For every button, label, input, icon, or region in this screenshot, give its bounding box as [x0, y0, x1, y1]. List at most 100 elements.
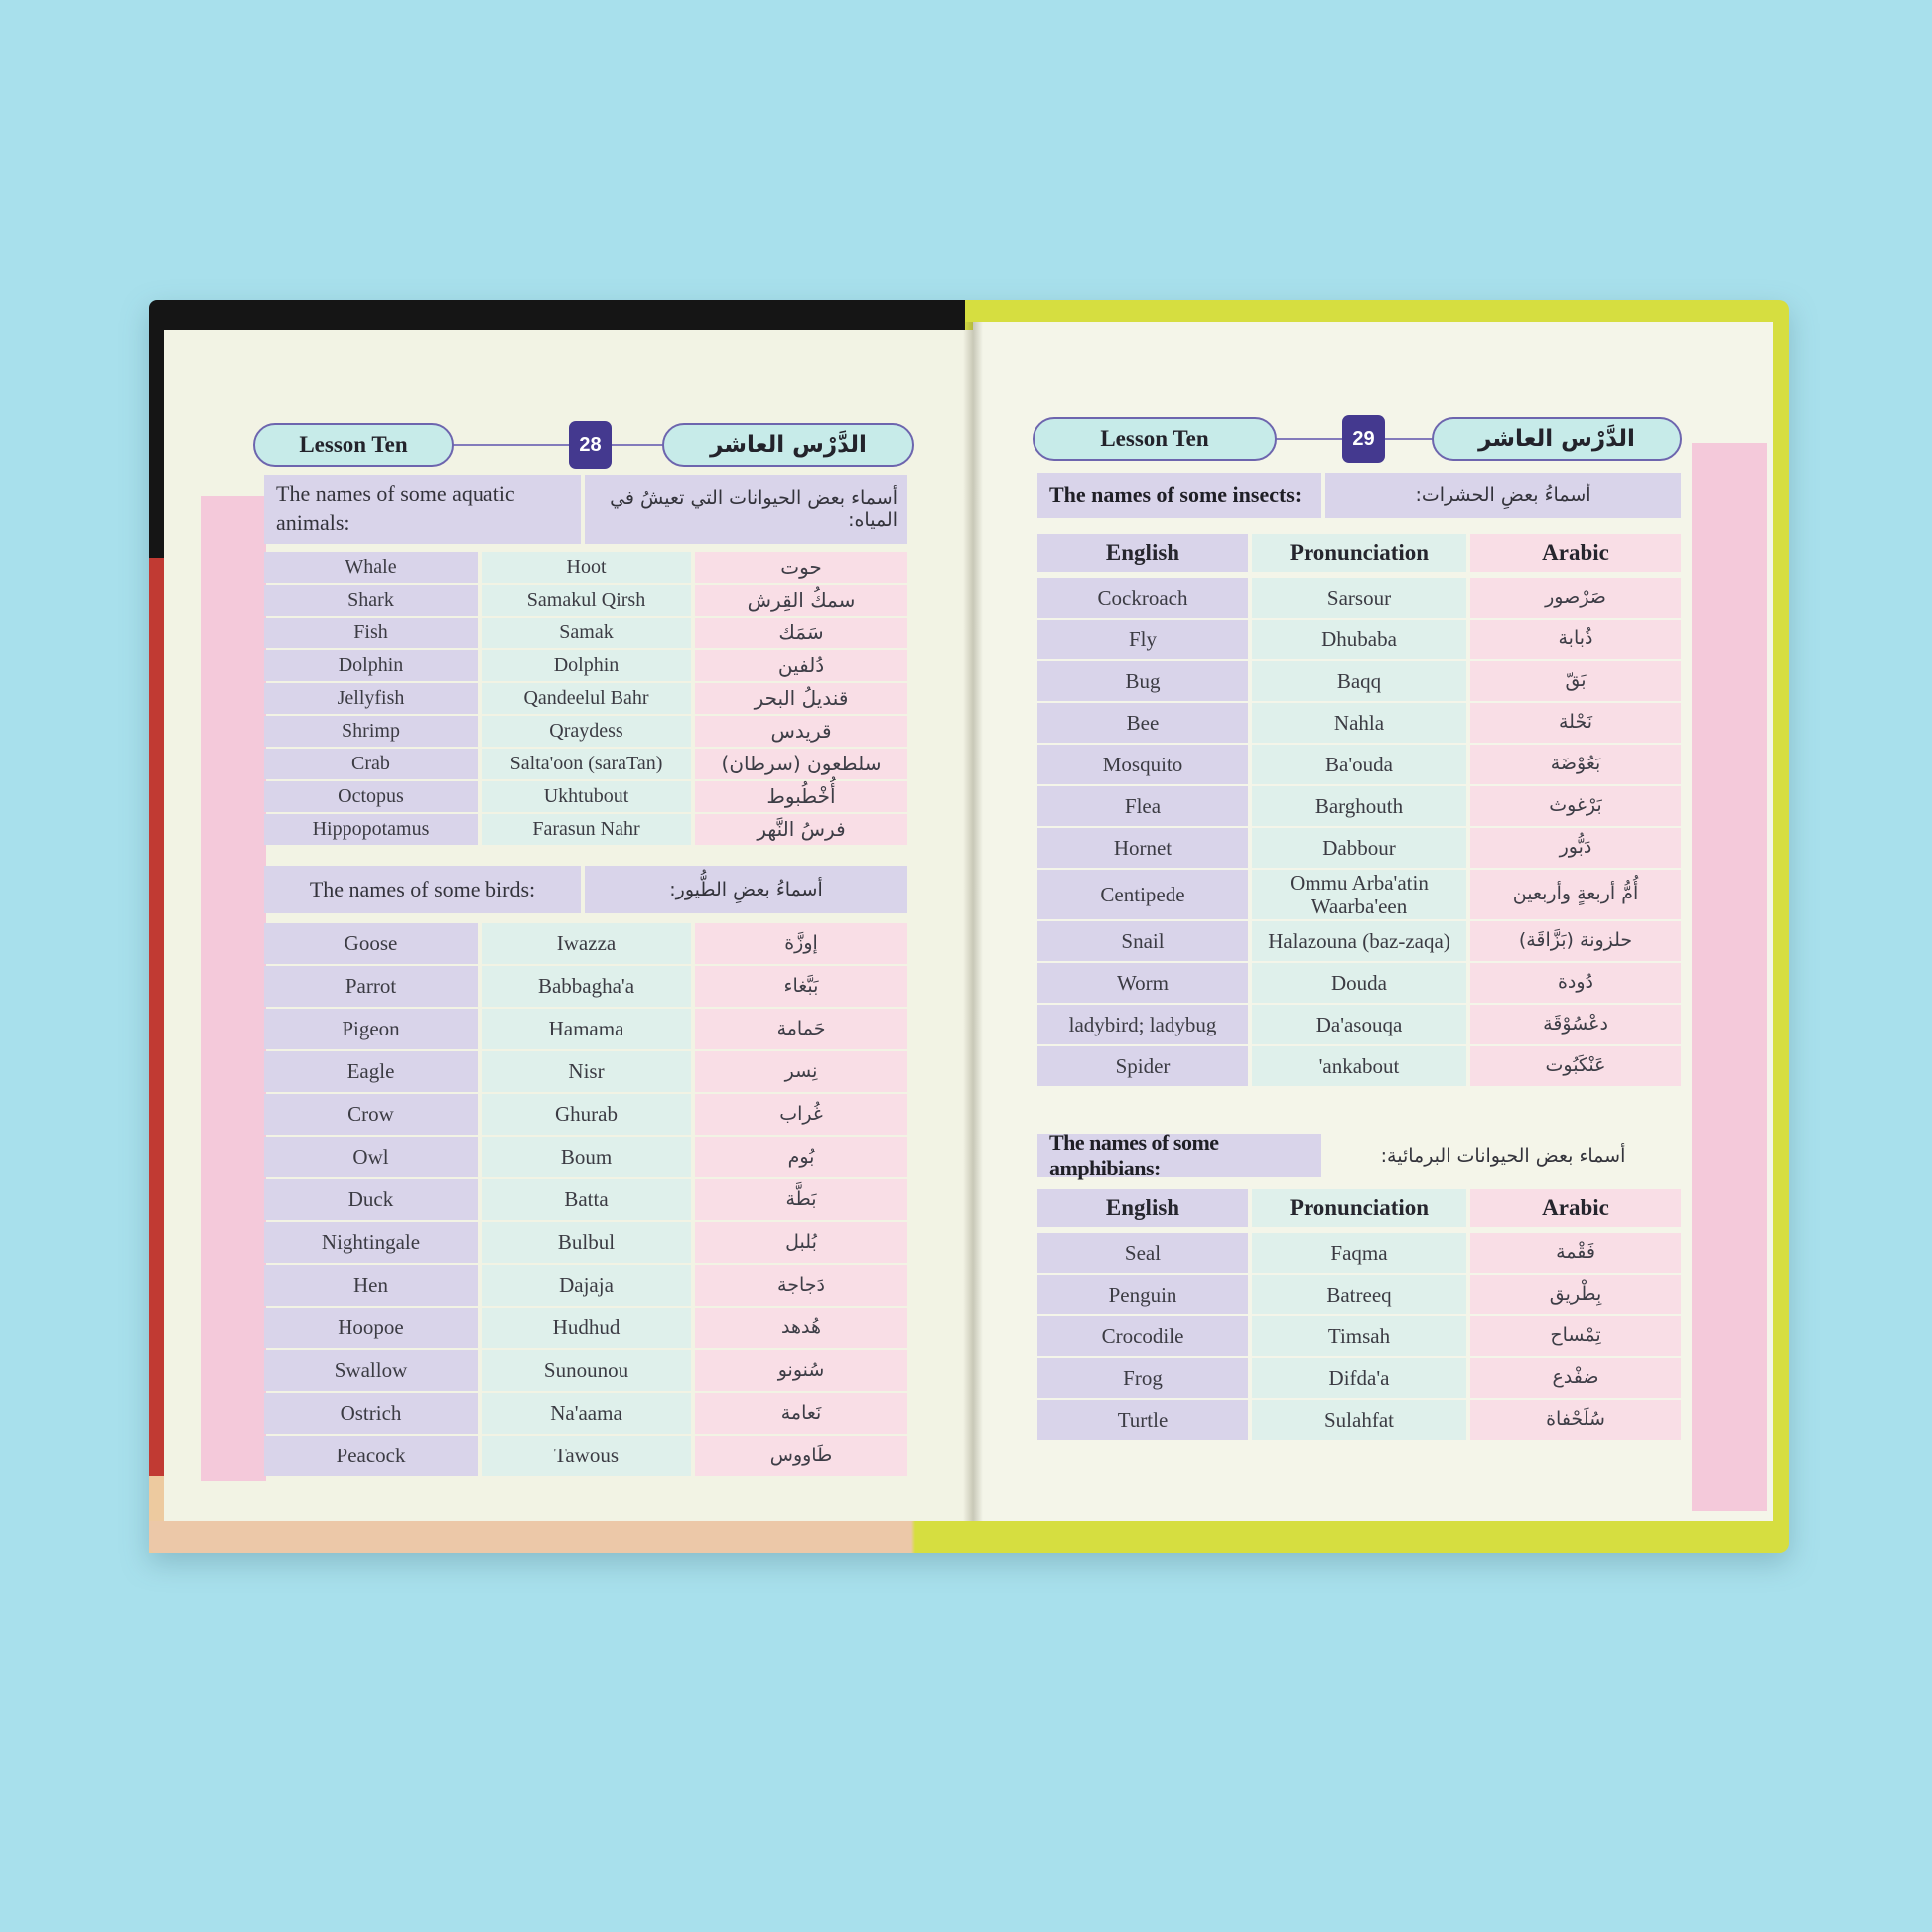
- book-cover-bottom-edge: [149, 1521, 1789, 1553]
- table-row: Flea Barghouth بَرْغوث: [1037, 786, 1681, 826]
- pronunciation-cell: Qraydess: [482, 716, 691, 747]
- table-row: Shark Samakul Qirsh سمكُ القِرش: [264, 585, 907, 616]
- pronunciation-cell: Faqma: [1252, 1233, 1466, 1273]
- english-cell: ladybird; ladybug: [1037, 1005, 1248, 1045]
- table-row: Pigeon Hamama حَمامة: [264, 1009, 907, 1049]
- left-margin-band: [201, 496, 266, 1481]
- arabic-cell: نَعامة: [695, 1393, 907, 1434]
- table-row: Parrot Babbagha'a بَبَّغاء: [264, 966, 907, 1007]
- english-cell: Worm: [1037, 963, 1248, 1004]
- table-row: Fly Dhubaba ذُبابة: [1037, 620, 1681, 659]
- table-row: Bug Baqq بَقّ: [1037, 661, 1681, 701]
- table-row: Hippopotamus Farasun Nahr فرسُ النَّهر: [264, 814, 907, 845]
- table-row: Cockroach Sarsour صَرْصور: [1037, 578, 1681, 618]
- english-cell: Shrimp: [264, 716, 478, 747]
- pronunciation-cell: Sarsour: [1252, 578, 1466, 618]
- arabic-cell: غُراب: [695, 1094, 907, 1135]
- arabic-cell: بَعُوْضَة: [1470, 745, 1681, 784]
- book-cover-red-edge: [149, 558, 164, 1476]
- section-title-ar: أسماءُ بعضِ الحشرات:: [1325, 473, 1681, 518]
- arabic-cell: أُمُّ أربعةٍ وأربعين: [1470, 870, 1681, 920]
- table-row: Snail Halazouna (baz-zaqa) حلزونة (بَزَّاق…: [1037, 921, 1681, 962]
- english-cell: Turtle: [1037, 1400, 1248, 1440]
- english-cell: Frog: [1037, 1358, 1248, 1398]
- english-cell: Fish: [264, 618, 478, 648]
- english-cell: Swallow: [264, 1350, 478, 1391]
- arabic-cell: عَنْكَبُوت: [1470, 1046, 1681, 1087]
- arabic-cell: دَبُّور: [1470, 828, 1681, 868]
- english-cell: Crab: [264, 749, 478, 779]
- table-row: Octopus Ukhtubout أُخْطُبوط: [264, 781, 907, 812]
- lesson-title-ar: الدَّرْس العاشر: [662, 423, 914, 467]
- table-row: Spider'ankabout عَنْكَبُوت: [1037, 1046, 1681, 1087]
- arabic-cell: تِمْساح: [1470, 1316, 1681, 1356]
- english-cell: Hippopotamus: [264, 814, 478, 845]
- table-row: Worm Douda دُودة: [1037, 963, 1681, 1004]
- column-header-arabic: Arabic: [1470, 534, 1681, 572]
- section-title-ar: أسماء بعض الحيوانات التي تعيشُ في المياه…: [585, 475, 907, 544]
- table-row: Centipede Ommu Arba'atin Waarba'een أُمُّ …: [1037, 870, 1681, 920]
- arabic-cell: صَرْصور: [1470, 578, 1681, 618]
- table-row: Peacock Tawous طَاووس: [264, 1436, 907, 1476]
- table-row: Dolphin Dolphin دُلفين: [264, 650, 907, 681]
- page-left: Lesson Ten 28 الدَّرْس العاشر The names …: [164, 330, 973, 1521]
- table-row: Shrimp Qraydess قريدس: [264, 716, 907, 747]
- section-title-ar: أسماء بعض الحيوانات البرمائية:: [1380, 1145, 1626, 1167]
- arabic-cell: بُوم: [695, 1137, 907, 1177]
- english-cell: Eagle: [264, 1051, 478, 1092]
- arabic-cell: إوزَّة: [695, 923, 907, 964]
- pronunciation-cell: Iwazza: [482, 923, 691, 964]
- table-row: Swallow Sunounou سُنونو: [264, 1350, 907, 1391]
- arabic-cell: بِطْريق: [1470, 1275, 1681, 1314]
- pronunciation-cell: Dajaja: [482, 1265, 691, 1306]
- english-cell: Flea: [1037, 786, 1248, 826]
- english-cell: Goose: [264, 923, 478, 964]
- table-row: Bee Nahla نَحْلة: [1037, 703, 1681, 743]
- table-row: Hornet Dabbour دَبُّور: [1037, 828, 1681, 868]
- arabic-cell: طَاووس: [695, 1436, 907, 1476]
- arabic-cell: نِسر: [695, 1051, 907, 1092]
- pronunciation-cell: Nahla: [1252, 703, 1466, 743]
- pronunciation-cell: Baqq: [1252, 661, 1466, 701]
- english-cell: Pigeon: [264, 1009, 478, 1049]
- table-row: Nightingale Bulbul بُلبل: [264, 1222, 907, 1263]
- insects-table: Cockroach Sarsour صَرْصور Fly Dhubaba ذُبابة B…: [1037, 578, 1681, 1087]
- english-cell: Duck: [264, 1179, 478, 1220]
- section-title-ar: أسماءُ بعضِ الطُّيور:: [585, 866, 907, 913]
- pronunciation-cell: Halazouna (baz-zaqa): [1252, 921, 1466, 962]
- english-cell: Parrot: [264, 966, 478, 1007]
- arabic-cell: دَجاجة: [695, 1265, 907, 1306]
- english-cell: Whale: [264, 552, 478, 583]
- section-header-aquatic: The names of some aquatic animals: أسماء…: [264, 475, 907, 544]
- page-header-left: Lesson Ten 28 الدَّرْس العاشر: [251, 421, 914, 469]
- english-cell: Spider: [1037, 1046, 1248, 1087]
- page-header-right: Lesson Ten 29 الدَّرْس العاشر: [1031, 415, 1684, 463]
- english-cell: Jellyfish: [264, 683, 478, 714]
- table-row: Crow Ghurab غُراب: [264, 1094, 907, 1135]
- arabic-cell: بَرْغوث: [1470, 786, 1681, 826]
- arabic-cell: فرسُ النَّهر: [695, 814, 907, 845]
- pronunciation-cell: Difda'a: [1252, 1358, 1466, 1398]
- arabic-cell: حَمامة: [695, 1009, 907, 1049]
- english-cell: Seal: [1037, 1233, 1248, 1273]
- pronunciation-cell: Qandeelul Bahr: [482, 683, 691, 714]
- arabic-cell: بُلبل: [695, 1222, 907, 1263]
- arabic-cell: بَطَّة: [695, 1179, 907, 1220]
- table-row: Whale Hoot حوت: [264, 552, 907, 583]
- table-row: Eagle Nisr نِسر: [264, 1051, 907, 1092]
- pronunciation-cell: Hamama: [482, 1009, 691, 1049]
- amphibians-table: Seal Faqma فَقْمة Penguin Batreeq بِطْريق Croc…: [1037, 1233, 1681, 1440]
- pronunciation-cell: Batta: [482, 1179, 691, 1220]
- pronunciation-cell: Ghurab: [482, 1094, 691, 1135]
- english-cell: Hornet: [1037, 828, 1248, 868]
- table-row: Owl Boum بُوم: [264, 1137, 907, 1177]
- arabic-cell: ضفْدع: [1470, 1358, 1681, 1398]
- page-number-badge: 28: [569, 421, 612, 469]
- column-header-arabic: Arabic: [1470, 1189, 1681, 1227]
- column-header-english: English: [1037, 1189, 1248, 1227]
- arabic-cell: بَقّ: [1470, 661, 1681, 701]
- arabic-cell: بَبَّغاء: [695, 966, 907, 1007]
- pronunciation-cell: Samakul Qirsh: [482, 585, 691, 616]
- english-cell: Peacock: [264, 1436, 478, 1476]
